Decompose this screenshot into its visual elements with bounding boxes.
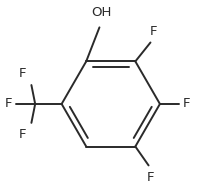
Text: F: F xyxy=(147,171,154,184)
Text: F: F xyxy=(183,98,190,110)
Text: F: F xyxy=(19,128,27,141)
Text: F: F xyxy=(19,67,27,80)
Text: F: F xyxy=(150,25,157,38)
Text: F: F xyxy=(5,98,12,110)
Text: OH: OH xyxy=(91,6,111,19)
